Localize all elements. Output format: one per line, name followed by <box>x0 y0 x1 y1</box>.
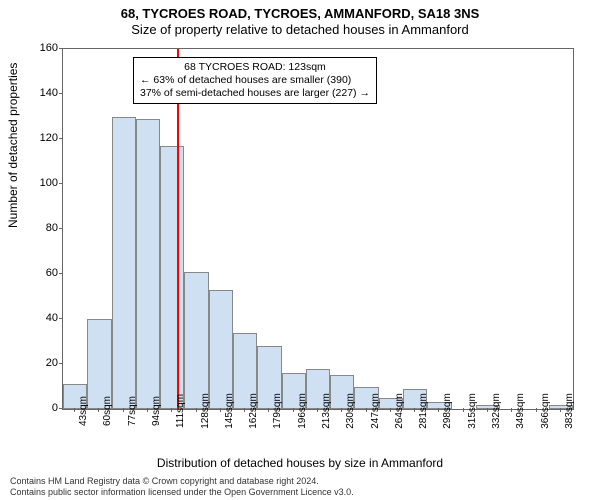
y-tick-label: 60 <box>28 267 58 279</box>
annotation-line3: 37% of semi-detached houses are larger (… <box>140 87 370 100</box>
y-tick-mark <box>59 183 63 184</box>
footer-line2: Contains public sector information licen… <box>10 487 354 498</box>
plot-area: 68 TYCROES ROAD: 123sqm ← 63% of detache… <box>62 48 574 410</box>
x-tick-mark <box>438 408 439 412</box>
x-tick-label: 213sqm <box>321 393 332 429</box>
x-tick-label: 94sqm <box>151 396 162 426</box>
x-tick-label: 281sqm <box>418 393 429 429</box>
x-tick-label: 60sqm <box>102 396 113 426</box>
x-tick-mark <box>171 408 172 412</box>
subtitle: Size of property relative to detached ho… <box>0 22 600 37</box>
annotation-line2: ← 63% of detached houses are smaller (39… <box>140 74 370 87</box>
x-tick-label: 179sqm <box>272 393 283 429</box>
x-tick-label: 162sqm <box>248 393 259 429</box>
x-tick-mark <box>123 408 124 412</box>
x-tick-label: 349sqm <box>515 393 526 429</box>
y-tick-label: 40 <box>28 312 58 324</box>
x-tick-mark <box>341 408 342 412</box>
x-tick-label: 332sqm <box>491 393 502 429</box>
x-tick-label: 43sqm <box>78 396 89 426</box>
x-tick-mark <box>463 408 464 412</box>
x-tick-label: 298sqm <box>442 393 453 429</box>
annotation-box: 68 TYCROES ROAD: 123sqm ← 63% of detache… <box>133 57 377 104</box>
x-tick-mark <box>220 408 221 412</box>
x-tick-label: 383sqm <box>564 393 575 429</box>
x-tick-label: 315sqm <box>467 393 478 429</box>
x-tick-mark <box>511 408 512 412</box>
histogram-bar <box>184 272 208 409</box>
y-axis-label: Number of detached properties <box>6 63 20 228</box>
x-tick-mark <box>293 408 294 412</box>
y-tick-mark <box>59 228 63 229</box>
x-axis-label: Distribution of detached houses by size … <box>0 456 600 470</box>
x-tick-label: 111sqm <box>175 394 186 428</box>
x-tick-mark <box>74 408 75 412</box>
y-tick-label: 0 <box>28 402 58 414</box>
y-tick-label: 160 <box>28 42 58 54</box>
footer-attribution: Contains HM Land Registry data © Crown c… <box>10 476 354 498</box>
y-tick-mark <box>59 138 63 139</box>
histogram-bar <box>112 117 136 410</box>
y-tick-mark <box>59 363 63 364</box>
chart-container: 68, TYCROES ROAD, TYCROES, AMMANFORD, SA… <box>0 0 600 500</box>
annotation-line1: 68 TYCROES ROAD: 123sqm <box>140 61 370 74</box>
x-tick-mark <box>487 408 488 412</box>
x-tick-label: 230sqm <box>345 393 356 429</box>
y-tick-mark <box>59 408 63 409</box>
y-tick-mark <box>59 318 63 319</box>
y-tick-label: 120 <box>28 132 58 144</box>
footer-line1: Contains HM Land Registry data © Crown c… <box>10 476 354 487</box>
y-tick-label: 140 <box>28 87 58 99</box>
histogram-bar <box>136 119 160 409</box>
address-title: 68, TYCROES ROAD, TYCROES, AMMANFORD, SA… <box>0 6 600 21</box>
x-tick-mark <box>366 408 367 412</box>
y-tick-mark <box>59 48 63 49</box>
y-tick-label: 20 <box>28 357 58 369</box>
y-tick-mark <box>59 273 63 274</box>
x-tick-mark <box>414 408 415 412</box>
title-block: 68, TYCROES ROAD, TYCROES, AMMANFORD, SA… <box>0 0 600 37</box>
x-tick-label: 264sqm <box>394 393 405 429</box>
x-tick-mark <box>560 408 561 412</box>
x-tick-mark <box>98 408 99 412</box>
x-tick-mark <box>536 408 537 412</box>
histogram-bar <box>160 146 184 409</box>
x-tick-label: 128sqm <box>200 393 211 429</box>
y-tick-mark <box>59 93 63 94</box>
x-tick-label: 366sqm <box>540 393 551 429</box>
y-tick-label: 80 <box>28 222 58 234</box>
histogram-bar <box>209 290 233 409</box>
x-tick-mark <box>317 408 318 412</box>
x-tick-label: 145sqm <box>224 393 235 429</box>
x-tick-label: 247sqm <box>370 393 381 429</box>
x-tick-label: 196sqm <box>297 393 308 429</box>
x-tick-mark <box>147 408 148 412</box>
x-tick-mark <box>390 408 391 412</box>
x-tick-label: 77sqm <box>127 396 138 426</box>
x-tick-mark <box>244 408 245 412</box>
y-tick-label: 100 <box>28 177 58 189</box>
x-tick-mark <box>196 408 197 412</box>
x-tick-mark <box>268 408 269 412</box>
